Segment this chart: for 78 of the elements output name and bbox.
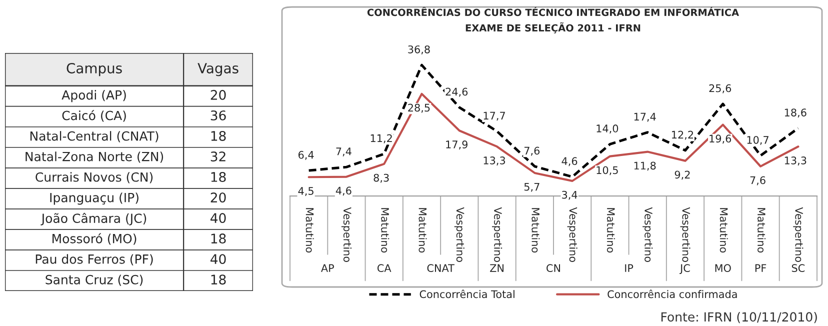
text: Vagas (198, 63, 238, 76)
category-label: Pau dos Ferros (PF) (36, 254, 153, 266)
data-label: 6,4 (298, 150, 314, 160)
data-label: 19,6 (710, 134, 732, 144)
data-label: 18 (211, 274, 226, 285)
x-tick-label: Vespertino (680, 207, 690, 262)
data-label: 7,4 (336, 148, 352, 156)
data-label: 24,6 (446, 88, 468, 97)
text: SC (792, 264, 805, 272)
x-tick-label: Matutino (720, 208, 728, 253)
x-tick-label: Vespertino (341, 207, 352, 262)
text: Campus (66, 62, 122, 76)
data-label: 7,6 (524, 146, 540, 156)
data-label: 4,6 (562, 157, 578, 166)
chart-title: CONCORRÊNCIAS DO CURSO TÉCNICO INTEGRADO EM INFORMÁTICA EXAME DE SELEÇÃO 2011 - IFRN (367, 6, 740, 34)
data-label: 4,5 (298, 187, 314, 196)
legend-label: Concorrência confirmada (608, 290, 737, 298)
data-label: 17,9 (446, 140, 468, 150)
data-label: 8,3 (374, 174, 389, 183)
text: CNAT (427, 264, 454, 272)
data-label: 36,8 (408, 45, 430, 54)
x-tick-label: Matutino (418, 208, 427, 253)
data-label: 40 (210, 213, 226, 224)
data-label: 4,6 (336, 186, 352, 196)
data-label: 25,6 (709, 84, 732, 94)
data-label: 7,6 (750, 176, 766, 186)
data-label: 17,7 (484, 112, 505, 121)
x-tick-label: Matutino (606, 208, 616, 253)
data-label: 28,5 (408, 104, 430, 113)
x-tick-label: Matutino (532, 208, 540, 253)
category-label: Santa Cruz (SC) (46, 274, 143, 286)
data-label: 18 (211, 234, 226, 244)
data-label: 10,7 (747, 136, 768, 145)
x-tick-label: Matutino (306, 208, 314, 253)
data-label: 20 (210, 192, 226, 202)
category-label: Natal-Zona Norte (ZN) (26, 152, 164, 163)
x-tick-label: Vespertino (567, 207, 578, 262)
text: JC (680, 264, 690, 274)
data-label: 20 (210, 90, 226, 100)
category-label: Mossoró (MO) (52, 233, 136, 245)
category-label: Caicó (CA) (62, 110, 126, 122)
category-label: Currais Novos (CN) (36, 172, 153, 184)
x-tick-label: Vespertino (793, 207, 804, 262)
x-tick-label: Vespertino (642, 207, 653, 262)
text: PF (755, 264, 766, 272)
x-tick-label: Vespertino (454, 207, 464, 262)
data-label: 10,5 (596, 166, 618, 176)
data-label: 13,3 (784, 156, 806, 166)
data-label: 5,7 (524, 183, 540, 192)
data-label: 40 (210, 254, 226, 264)
data-label: 9,2 (674, 170, 690, 180)
data-label: 11,8 (634, 162, 656, 171)
x-tick-label: Vespertino (492, 207, 502, 262)
category-label: Natal-Central (CNAT) (30, 131, 158, 142)
category-label: João Câmara (JC) (40, 212, 146, 226)
data-label: 13,3 (484, 156, 506, 166)
data-label: 32 (210, 151, 226, 162)
text: IP (625, 264, 634, 272)
data-label: 18,6 (784, 108, 806, 118)
data-label: 12,2 (672, 130, 694, 140)
data-label: 36 (210, 110, 226, 120)
data-label: 14,0 (596, 124, 618, 134)
text: MO (715, 264, 731, 272)
text: ZN (490, 264, 504, 272)
text: AP (321, 264, 334, 272)
data-label: 3,4 (562, 190, 578, 200)
data-label: 11,2 (370, 134, 392, 144)
text: CA (377, 264, 392, 272)
data-label: 18 (211, 172, 226, 182)
x-tick-label: Matutino (758, 208, 766, 253)
category-label: Apodi (AP) (62, 90, 126, 102)
data-label: 18 (211, 130, 226, 141)
data-label: 17,4 (634, 112, 656, 122)
text: CN (546, 264, 560, 272)
source-note: Fonte: IFRN (10/11/2010) (661, 312, 817, 324)
x-tick-label: Matutino (381, 208, 390, 253)
legend-label: Concorrência Total (420, 290, 514, 298)
category-label: Ipanguaçu (IP) (50, 192, 138, 205)
